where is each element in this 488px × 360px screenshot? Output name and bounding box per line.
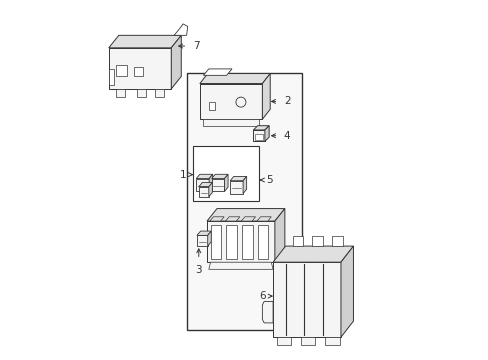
Polygon shape bbox=[174, 24, 187, 35]
Text: 2: 2 bbox=[283, 96, 290, 107]
Polygon shape bbox=[196, 179, 209, 192]
Polygon shape bbox=[241, 217, 255, 221]
Polygon shape bbox=[171, 35, 181, 89]
Polygon shape bbox=[209, 174, 212, 192]
Polygon shape bbox=[211, 174, 227, 179]
Polygon shape bbox=[108, 69, 114, 85]
Polygon shape bbox=[200, 84, 262, 119]
Polygon shape bbox=[209, 217, 224, 221]
Polygon shape bbox=[108, 48, 171, 89]
Polygon shape bbox=[225, 217, 240, 221]
Polygon shape bbox=[224, 174, 227, 192]
Polygon shape bbox=[262, 73, 270, 119]
Polygon shape bbox=[274, 208, 285, 262]
Bar bbox=[208, 103, 215, 111]
Polygon shape bbox=[300, 337, 315, 345]
Polygon shape bbox=[331, 236, 342, 246]
Bar bbox=[242, 225, 252, 258]
Polygon shape bbox=[230, 181, 243, 194]
Polygon shape bbox=[116, 89, 124, 97]
Polygon shape bbox=[257, 217, 271, 221]
Polygon shape bbox=[325, 337, 339, 345]
Polygon shape bbox=[272, 246, 353, 262]
Bar bbox=[210, 225, 221, 258]
Polygon shape bbox=[198, 183, 212, 187]
Polygon shape bbox=[340, 246, 353, 337]
Polygon shape bbox=[155, 89, 164, 97]
Polygon shape bbox=[211, 179, 224, 192]
Polygon shape bbox=[292, 236, 303, 246]
Bar bbox=[257, 225, 268, 258]
Polygon shape bbox=[207, 231, 211, 246]
Bar bbox=[116, 65, 127, 76]
Polygon shape bbox=[203, 69, 231, 75]
Polygon shape bbox=[253, 126, 268, 130]
Polygon shape bbox=[196, 174, 212, 179]
Polygon shape bbox=[276, 337, 290, 345]
Bar bbox=[226, 225, 237, 258]
Text: 6: 6 bbox=[259, 291, 265, 301]
Polygon shape bbox=[200, 73, 270, 84]
Polygon shape bbox=[262, 301, 272, 323]
Polygon shape bbox=[206, 221, 274, 262]
Polygon shape bbox=[197, 231, 211, 235]
Text: 3: 3 bbox=[195, 265, 202, 275]
Bar bbox=[134, 67, 142, 76]
Polygon shape bbox=[198, 187, 208, 197]
Polygon shape bbox=[272, 262, 340, 337]
Polygon shape bbox=[230, 176, 246, 181]
Polygon shape bbox=[253, 130, 264, 141]
Polygon shape bbox=[206, 208, 285, 221]
Polygon shape bbox=[243, 176, 246, 194]
Polygon shape bbox=[208, 183, 212, 197]
Polygon shape bbox=[264, 126, 268, 141]
Polygon shape bbox=[108, 35, 181, 48]
Bar bbox=[187, 73, 301, 330]
Polygon shape bbox=[312, 236, 323, 246]
Polygon shape bbox=[137, 89, 146, 97]
Text: 1: 1 bbox=[179, 170, 186, 180]
Bar bbox=[255, 134, 263, 140]
Text: 7: 7 bbox=[192, 41, 199, 51]
Polygon shape bbox=[197, 235, 207, 246]
Bar bbox=[192, 146, 258, 202]
Text: 5: 5 bbox=[265, 175, 272, 185]
Text: 4: 4 bbox=[283, 131, 290, 141]
Bar bbox=[203, 119, 258, 126]
Polygon shape bbox=[208, 262, 272, 269]
